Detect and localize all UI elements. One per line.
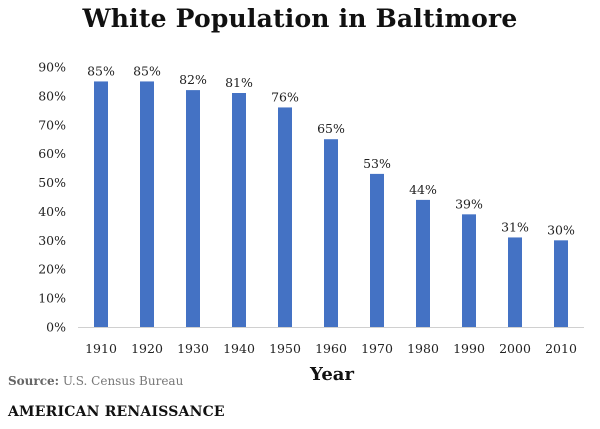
x-axis-label: Year xyxy=(309,364,354,385)
brand-name: AMERICAN RENAISSANCE xyxy=(8,404,225,420)
x-tick-label: 1950 xyxy=(269,341,301,356)
bar xyxy=(186,90,200,327)
data-label: 65% xyxy=(317,121,345,136)
y-tick-label: 0% xyxy=(46,320,66,335)
source-note: Source: U.S. Census Bureau xyxy=(8,374,183,388)
bar xyxy=(278,107,292,327)
x-tick-label: 1920 xyxy=(131,341,163,356)
bar xyxy=(140,81,154,327)
data-label: 31% xyxy=(501,219,529,234)
x-tick-label: 1980 xyxy=(407,341,439,356)
data-label: 30% xyxy=(547,222,575,237)
bar xyxy=(508,237,522,327)
x-tick-label: 1970 xyxy=(361,341,393,356)
data-label: 85% xyxy=(87,63,115,78)
y-tick-label: 50% xyxy=(38,175,66,190)
data-labels: 85% 85% 82% 81% 76% 65% 53% 44% 39% 31% 30% xyxy=(87,63,575,237)
source-text: U.S. Census Bureau xyxy=(62,374,184,388)
bar xyxy=(416,199,430,327)
bar xyxy=(94,81,108,327)
bar xyxy=(324,139,338,327)
x-tick-label: 2010 xyxy=(545,341,577,356)
bars xyxy=(94,81,568,327)
x-tick-label: 1940 xyxy=(223,341,255,356)
bar xyxy=(232,93,246,327)
y-tick-label: 60% xyxy=(38,146,66,161)
y-tick-label: 80% xyxy=(38,88,66,103)
source-label: Source: xyxy=(8,374,60,388)
x-axis: 1910 1920 1930 1940 1950 1960 1970 1980 1990 2000… xyxy=(78,327,584,356)
x-tick-label: 2000 xyxy=(499,341,531,356)
x-tick-label: 1930 xyxy=(177,341,209,356)
data-label: 82% xyxy=(179,72,207,87)
data-label: 76% xyxy=(271,89,299,104)
y-tick-label: 90% xyxy=(38,60,66,75)
bar xyxy=(554,240,568,327)
y-tick-label: 70% xyxy=(38,117,66,132)
chart-title: White Population in Baltimore xyxy=(82,4,518,33)
y-axis: 0% 10% 20% 30% 40% 50% 60% 70% 80% 90% xyxy=(38,60,66,335)
data-label: 85% xyxy=(133,63,161,78)
y-tick-label: 40% xyxy=(38,204,66,219)
y-tick-label: 20% xyxy=(38,262,66,277)
data-label: 53% xyxy=(363,156,391,171)
y-tick-label: 10% xyxy=(38,291,66,306)
x-tick-label: 1990 xyxy=(453,341,485,356)
bar xyxy=(462,214,476,327)
bar xyxy=(370,173,384,327)
x-tick-label: 1910 xyxy=(85,341,117,356)
y-tick-label: 30% xyxy=(38,233,66,248)
data-label: 39% xyxy=(455,196,483,211)
data-label: 81% xyxy=(225,75,253,90)
data-label: 44% xyxy=(409,182,437,197)
x-tick-label: 1960 xyxy=(315,341,347,356)
